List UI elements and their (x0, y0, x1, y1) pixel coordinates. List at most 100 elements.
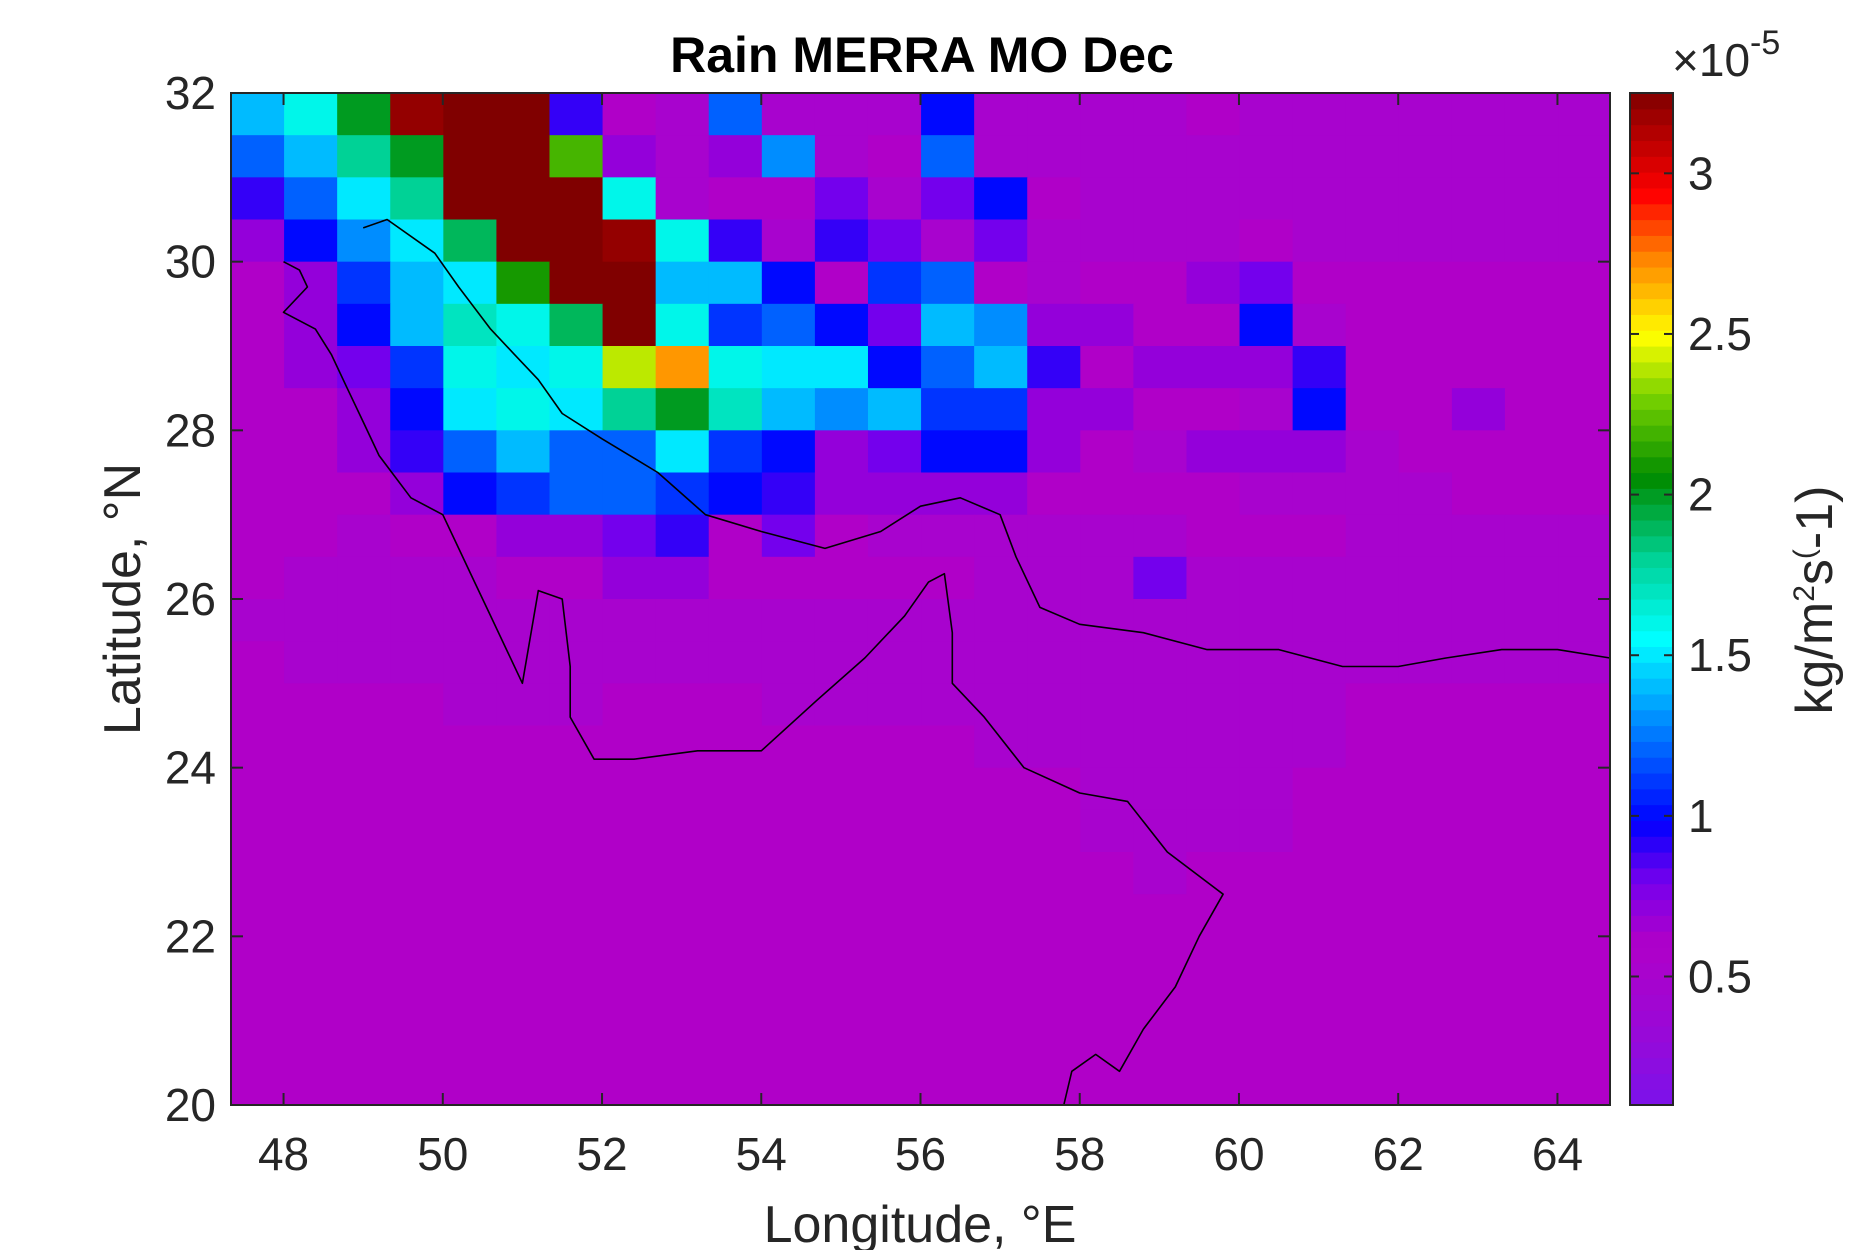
heatmap-cell (814, 767, 869, 811)
heatmap-cell (1292, 261, 1347, 305)
heatmap-cell (1080, 219, 1134, 263)
heatmap-cell (390, 177, 444, 221)
heatmap-cell (549, 430, 604, 474)
heatmap-cell (814, 1062, 869, 1106)
x-tick-label: 62 (1373, 1128, 1424, 1180)
heatmap-cell (1133, 852, 1188, 895)
colorbar-segment (1630, 852, 1673, 869)
heatmap-cell (602, 514, 657, 558)
colorbar-segment (1630, 1073, 1673, 1090)
heatmap-cell (1292, 809, 1347, 853)
heatmap-cell (761, 1062, 816, 1106)
heatmap-cell (761, 1020, 816, 1064)
heatmap-cell (1133, 93, 1188, 136)
heatmap-cell (1027, 1020, 1081, 1064)
heatmap-cell (284, 177, 338, 221)
heatmap-cell (1027, 599, 1081, 642)
heatmap-cells (231, 93, 1611, 1106)
heatmap-cell (974, 1020, 1028, 1064)
heatmap-cell (549, 936, 604, 980)
colorbar-segment (1630, 583, 1673, 600)
heatmap-cell (602, 472, 657, 516)
heatmap-cell (443, 346, 498, 389)
heatmap-cell (549, 388, 604, 431)
colorbar-segment (1630, 440, 1673, 458)
colorbar-exponent-base: ×10 (1672, 34, 1750, 86)
heatmap-cell (443, 599, 498, 642)
heatmap-cell (496, 430, 551, 474)
heatmap-cell (602, 641, 657, 684)
heatmap-cell (921, 430, 975, 474)
heatmap-cell (1186, 725, 1241, 769)
heatmap-cell (1451, 599, 1506, 642)
heatmap-cell (921, 725, 975, 769)
heatmap-cell (390, 725, 444, 769)
colorbar-segment (1630, 519, 1673, 537)
heatmap-cell (1239, 177, 1294, 221)
heatmap-cell (337, 767, 391, 811)
heatmap-cell (496, 177, 551, 221)
colorbar-label-part-3: s (1786, 559, 1844, 585)
heatmap-cell (1398, 978, 1453, 1022)
heatmap-cell (1133, 514, 1188, 558)
heatmap-cell (655, 978, 710, 1022)
heatmap-cell (1398, 388, 1453, 431)
colorbar-segment (1630, 804, 1673, 821)
heatmap-cell (655, 556, 710, 600)
heatmap-cell (708, 303, 763, 347)
heatmap-cell (867, 683, 922, 727)
heatmap-cell (337, 852, 391, 895)
colorbar-segment (1630, 124, 1673, 142)
heatmap-cell (1292, 936, 1347, 980)
colorbar-tick-label: 0.5 (1688, 950, 1752, 1002)
chart-title: Rain MERRA MO Dec (670, 27, 1174, 83)
heatmap-cell (1398, 894, 1453, 937)
heatmap-cell (1292, 177, 1347, 221)
heatmap-cell (1292, 388, 1347, 431)
heatmap-cell (708, 894, 763, 937)
colorbar-segment (1630, 709, 1673, 727)
heatmap-cell (549, 303, 604, 347)
heatmap-cell (814, 388, 869, 431)
heatmap-cell (1398, 852, 1453, 895)
heatmap-cell (1345, 641, 1400, 684)
heatmap-cell (1239, 93, 1294, 136)
heatmap-cell (921, 219, 975, 263)
heatmap-cell (1504, 599, 1559, 642)
colorbar-segment (1630, 772, 1673, 790)
heatmap-cell (1292, 514, 1347, 558)
heatmap-cell (974, 346, 1028, 389)
heatmap-cell (284, 599, 338, 642)
heatmap-cell (602, 852, 657, 895)
heatmap-cell (496, 219, 551, 263)
heatmap-cell (708, 978, 763, 1022)
heatmap-cell (1451, 472, 1506, 516)
heatmap-cell (284, 219, 338, 263)
heatmap-cell (602, 303, 657, 347)
x-tick-label: 50 (417, 1128, 468, 1180)
heatmap-cell (390, 1020, 444, 1064)
heatmap-cell (1451, 430, 1506, 474)
colorbar-segment (1630, 931, 1673, 948)
heatmap-cell (1504, 852, 1559, 895)
heatmap-cell (1080, 936, 1134, 980)
heatmap-cell (549, 683, 604, 727)
heatmap-cell (443, 641, 498, 684)
heatmap-cell (1558, 388, 1611, 431)
heatmap-cell (1398, 303, 1453, 347)
heatmap-cell (1345, 978, 1400, 1022)
heatmap-cell (655, 936, 710, 980)
heatmap-cell (284, 346, 338, 389)
heatmap-cell (1080, 1062, 1134, 1106)
heatmap-cell (1027, 683, 1081, 727)
heatmap-cell (1239, 1020, 1294, 1064)
heatmap-cell (974, 599, 1028, 642)
heatmap-cell (867, 556, 922, 600)
heatmap-cell (231, 346, 285, 389)
heatmap-cell (390, 599, 444, 642)
heatmap-cell (1133, 346, 1188, 389)
heatmap-cell (708, 346, 763, 389)
heatmap-cell (1558, 725, 1611, 769)
heatmap-cell (761, 936, 816, 980)
heatmap-cell (284, 978, 338, 1022)
